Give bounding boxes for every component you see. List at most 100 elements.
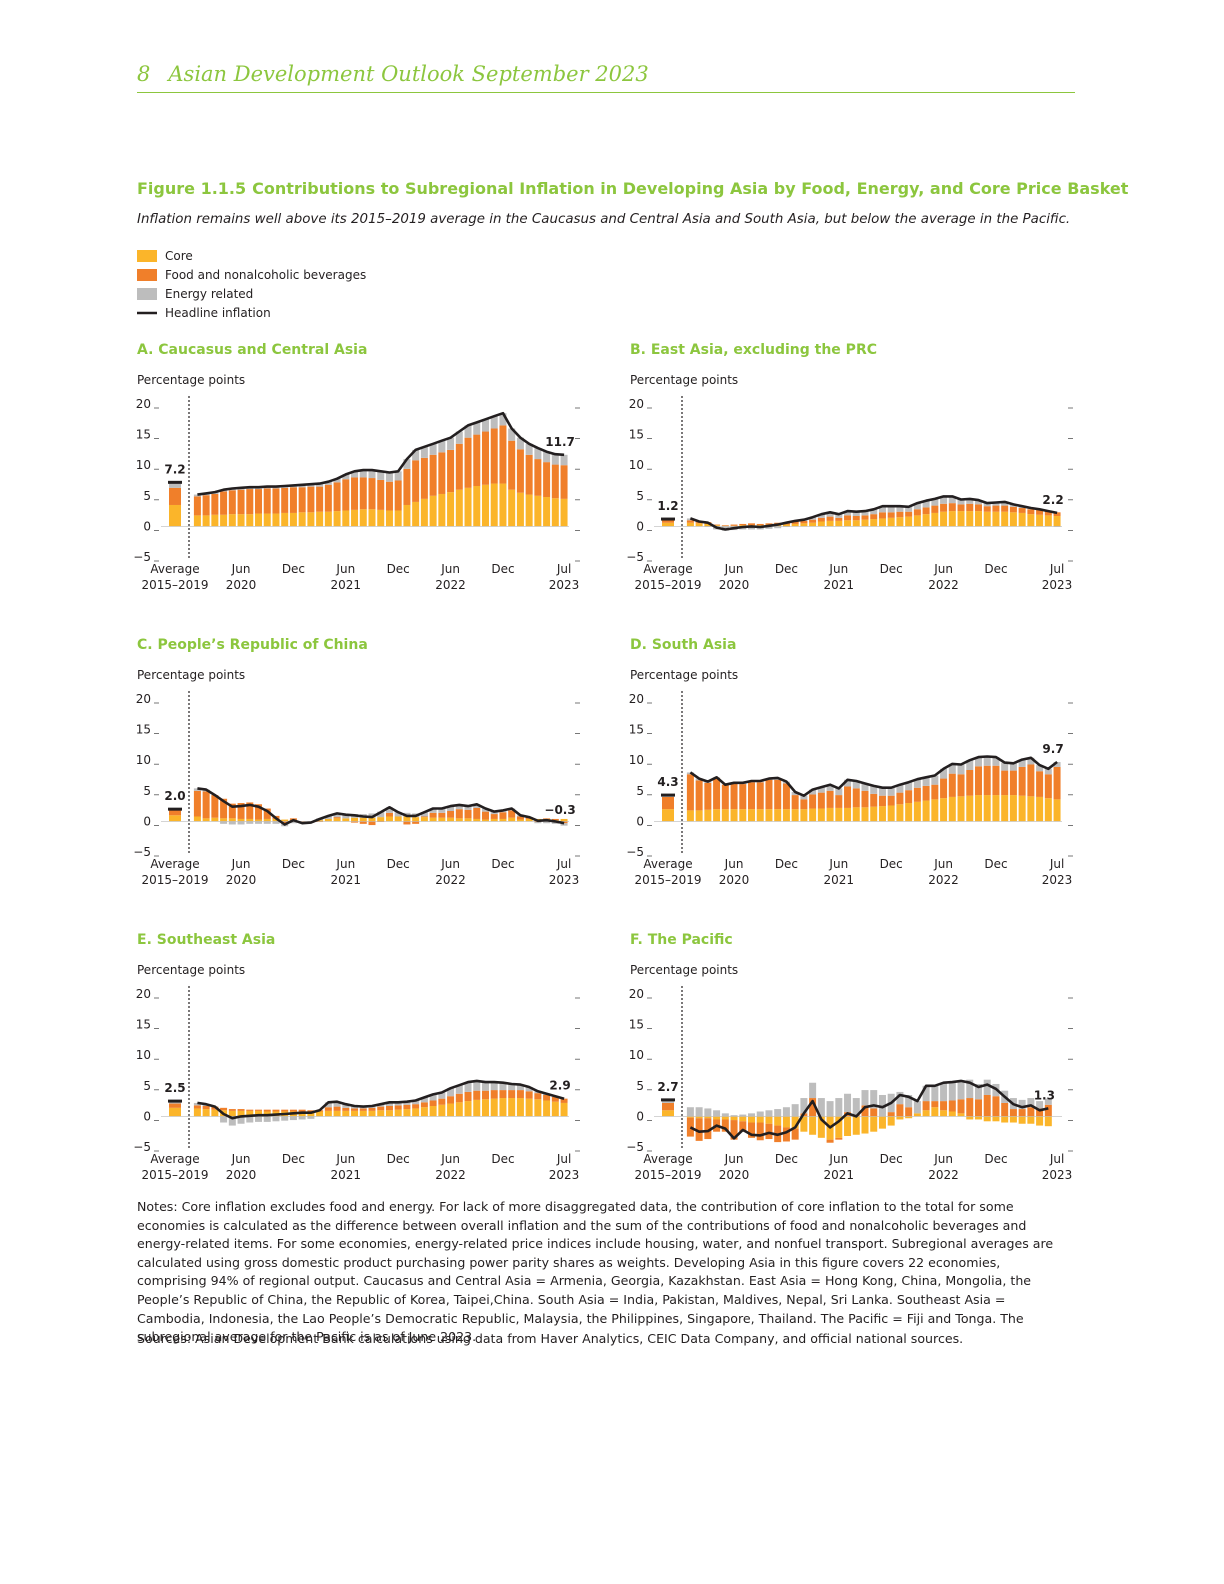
bar-segment	[490, 1090, 498, 1099]
bar-segment	[237, 821, 245, 825]
x-tick-label: Dec	[282, 562, 305, 576]
y-axis-label: Percentage points	[630, 373, 738, 387]
y-tick-label: −5	[133, 1140, 151, 1154]
bar-segment	[913, 1101, 921, 1114]
x-tick-label: Jun 2022	[435, 562, 466, 592]
bar-segment	[237, 489, 245, 515]
bar-segment	[983, 756, 991, 766]
bar-segment	[377, 471, 385, 480]
bar-segment	[1036, 1108, 1044, 1117]
bar-segment	[896, 517, 904, 527]
bar-segment	[861, 511, 869, 516]
bar-segment	[246, 821, 254, 824]
bar-segment	[289, 1116, 297, 1121]
bar-segment	[211, 817, 219, 822]
bar-segment	[782, 524, 790, 527]
bar-segment	[420, 817, 428, 822]
bar-segment	[359, 1108, 367, 1111]
bar-segment	[263, 818, 271, 822]
bar-segment	[333, 818, 341, 822]
bar-segment	[342, 1104, 350, 1108]
bar-segment	[455, 443, 463, 490]
bar-segment	[791, 795, 799, 810]
y-tick-label: 0	[143, 1109, 151, 1123]
bar-segment	[1053, 762, 1061, 767]
bar-segment	[464, 806, 472, 810]
bar-segment	[695, 780, 703, 811]
bar-segment	[281, 821, 289, 824]
bar-segment	[861, 783, 869, 791]
bar-segment	[447, 806, 455, 811]
bar-segment	[473, 434, 481, 487]
bar-segment	[447, 1088, 455, 1097]
bar-segment	[791, 1104, 799, 1117]
bar-segment	[713, 524, 721, 526]
bar-segment	[333, 1110, 341, 1117]
bar-segment	[887, 512, 895, 518]
bar-segment	[852, 1116, 860, 1135]
bar-segment	[791, 792, 799, 796]
bar-segment	[255, 489, 263, 514]
bar-segment	[1018, 1099, 1026, 1110]
bar-segment	[385, 1110, 393, 1117]
bar-segment	[957, 796, 965, 822]
bar-segment	[782, 1107, 790, 1117]
bar-segment	[922, 507, 930, 515]
bar-segment	[464, 809, 472, 819]
bar-segment	[1053, 766, 1061, 800]
bar-segment	[368, 813, 376, 818]
bar-segment	[730, 783, 738, 810]
bar-segment	[948, 1111, 956, 1117]
bar-segment	[342, 814, 350, 819]
headline-line	[197, 411, 565, 496]
bar-segment	[499, 425, 507, 484]
bar-segment	[377, 811, 385, 818]
bar-segment	[516, 1098, 524, 1117]
bar-segment	[324, 1102, 332, 1108]
bar-segment	[307, 1110, 315, 1112]
bar-segment	[438, 452, 446, 494]
bar-segment	[800, 520, 808, 524]
bar-segment	[481, 1090, 489, 1100]
bar-segment	[324, 1110, 332, 1117]
bar-segment	[272, 488, 280, 514]
bar-segment	[1027, 509, 1035, 515]
bar-segment	[499, 1098, 507, 1117]
y-tick-label: −5	[626, 1140, 644, 1154]
bar-segment	[1027, 514, 1035, 527]
bar-segment	[1009, 795, 1017, 822]
bar-segment	[438, 440, 446, 453]
bar-segment	[800, 795, 808, 800]
bar-segment	[228, 821, 236, 825]
figure-title-block: Figure 1.1.5 Contributions to Subregional…	[137, 179, 1128, 198]
bar-segment	[721, 1116, 729, 1120]
bar-segment	[412, 449, 420, 461]
bar-segment	[525, 443, 533, 455]
bar-segment	[861, 1105, 869, 1117]
bar-segment	[721, 1119, 729, 1132]
bar-segment	[263, 1116, 271, 1122]
bar-segment	[835, 514, 843, 518]
bar-segment	[931, 775, 939, 785]
bar-segment	[438, 1092, 446, 1099]
bar-segment	[394, 510, 402, 527]
bar-segment	[202, 818, 210, 822]
bar-segment	[835, 1098, 843, 1117]
x-tick-label: Jun 2021	[824, 562, 855, 592]
bar-segment	[844, 511, 852, 516]
bar-segment	[782, 526, 790, 528]
bar-segment	[1001, 501, 1009, 506]
bar-segment	[246, 489, 254, 515]
bar-segment	[887, 795, 895, 806]
bar-segment	[324, 481, 332, 485]
bar-segment	[686, 1107, 694, 1117]
bar-segment	[966, 511, 974, 527]
bar-segment	[464, 487, 472, 527]
bar-segment	[412, 1104, 420, 1109]
bar-segment	[455, 1102, 463, 1117]
bar-segment	[377, 479, 385, 510]
bar-segment	[429, 443, 437, 455]
bar-segment	[826, 784, 834, 791]
bar-segment	[534, 495, 542, 527]
